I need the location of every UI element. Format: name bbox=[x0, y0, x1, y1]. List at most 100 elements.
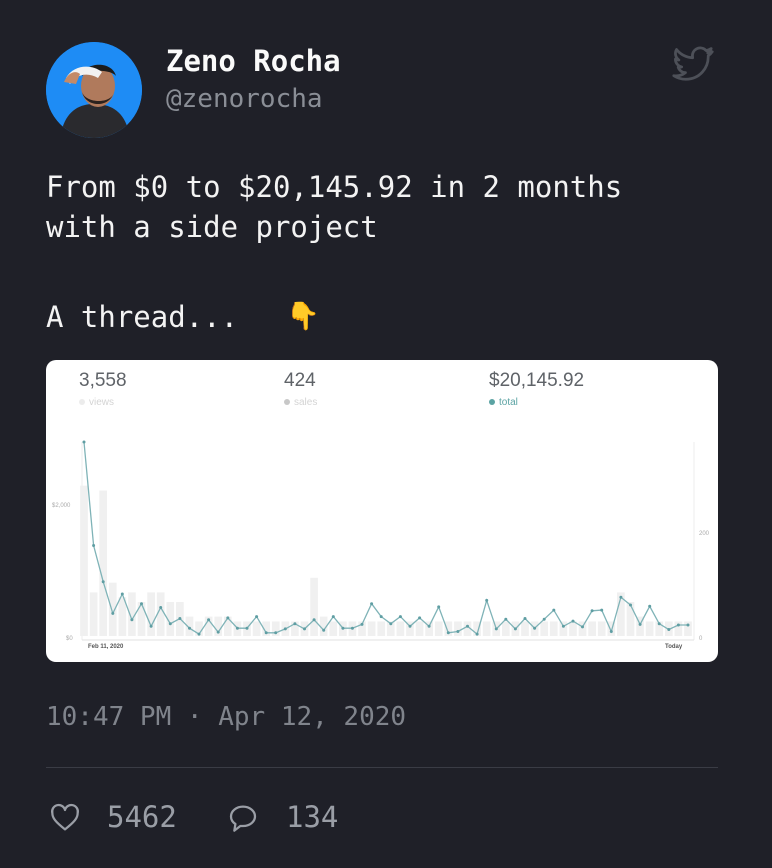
total-point bbox=[235, 626, 239, 630]
total-point bbox=[255, 615, 259, 619]
tweet-text-line-3: A thread... bbox=[46, 300, 239, 334]
total-point bbox=[389, 622, 393, 626]
twitter-bird-icon[interactable] bbox=[668, 42, 718, 86]
y-right-tick: 200 bbox=[699, 531, 710, 537]
total-point bbox=[360, 622, 364, 626]
tweet-timestamp[interactable]: 10:47 PM · Apr 12, 2020 bbox=[46, 702, 407, 732]
sales-bar bbox=[444, 621, 453, 636]
total-point bbox=[331, 615, 335, 619]
total-point bbox=[418, 616, 422, 620]
total-point bbox=[533, 626, 537, 630]
sales-bar bbox=[329, 621, 338, 636]
total-point bbox=[303, 627, 306, 631]
total-point bbox=[322, 628, 326, 632]
sales-bar bbox=[473, 621, 481, 636]
total-point bbox=[274, 631, 278, 635]
total-point bbox=[657, 622, 661, 626]
total-point bbox=[159, 606, 163, 609]
sales-bar bbox=[252, 621, 261, 636]
total-point bbox=[168, 622, 172, 626]
total-point bbox=[676, 623, 680, 627]
total-point bbox=[552, 608, 556, 612]
total-point bbox=[101, 580, 105, 584]
y-right-tick: 0 bbox=[699, 636, 703, 642]
sales-bar bbox=[118, 597, 127, 636]
sales-bar bbox=[223, 616, 232, 636]
sales-bar bbox=[310, 577, 318, 636]
y-left-tick: $0 bbox=[66, 636, 73, 642]
total-point bbox=[446, 631, 450, 635]
sales-bar bbox=[617, 592, 625, 636]
total-point bbox=[82, 440, 86, 444]
media-image[interactable]: 3,558 views 424 sales $20,145.92 total $… bbox=[46, 360, 718, 662]
sales-bar bbox=[454, 621, 462, 636]
total-point bbox=[667, 628, 671, 631]
total-point bbox=[629, 603, 632, 607]
x-end-label: Today bbox=[665, 644, 683, 650]
sales-bar bbox=[597, 621, 606, 636]
sales-bar bbox=[99, 490, 108, 636]
total-point bbox=[197, 632, 201, 636]
sales-bar bbox=[415, 621, 424, 636]
sales-bar bbox=[137, 602, 146, 636]
total-point bbox=[542, 617, 546, 621]
stat-views-label: views bbox=[79, 397, 114, 408]
sales-bar bbox=[156, 592, 165, 636]
author-name[interactable]: Zeno Rocha bbox=[166, 44, 341, 78]
total-point bbox=[149, 624, 153, 628]
total-point bbox=[312, 618, 316, 622]
sales-bar bbox=[482, 621, 491, 636]
avatar[interactable] bbox=[46, 42, 142, 138]
total-point bbox=[686, 623, 690, 627]
sales-bar bbox=[626, 602, 635, 636]
sales-bar bbox=[377, 621, 386, 636]
reply-count: 134 bbox=[286, 800, 339, 834]
sales-bar bbox=[588, 621, 596, 636]
total-point bbox=[130, 618, 134, 622]
divider bbox=[46, 767, 718, 768]
total-point bbox=[648, 604, 652, 608]
total-point bbox=[283, 627, 287, 631]
author-handle[interactable]: @zenorocha bbox=[166, 84, 323, 114]
total-point bbox=[619, 595, 623, 599]
total-point bbox=[581, 625, 584, 629]
sales-bar bbox=[204, 616, 213, 636]
total-point bbox=[370, 602, 374, 606]
tweet-text-line-1: From $0 to $20,145.92 in 2 months bbox=[46, 170, 623, 204]
reply-icon[interactable] bbox=[226, 802, 260, 834]
sales-bar bbox=[128, 592, 136, 636]
total-point bbox=[408, 624, 412, 628]
sales-bar bbox=[636, 616, 644, 636]
total-point bbox=[341, 626, 345, 630]
total-point bbox=[504, 617, 508, 621]
total-point bbox=[111, 611, 115, 615]
sales-bar bbox=[655, 621, 664, 636]
total-point bbox=[523, 617, 527, 620]
total-point bbox=[485, 598, 489, 602]
sales-bar bbox=[540, 621, 549, 636]
total-point bbox=[590, 609, 594, 613]
total-point bbox=[293, 622, 297, 626]
sales-chart bbox=[80, 440, 695, 641]
total-point bbox=[178, 617, 182, 620]
sales-bar bbox=[319, 616, 328, 636]
total-point bbox=[207, 618, 211, 622]
sales-bar bbox=[386, 621, 395, 636]
sales-bar bbox=[89, 592, 98, 636]
sales-bar bbox=[271, 621, 280, 636]
total-point bbox=[456, 630, 460, 633]
sales-bar bbox=[645, 621, 654, 636]
total-point bbox=[188, 626, 191, 630]
total-point bbox=[561, 624, 565, 628]
total-point bbox=[245, 626, 249, 630]
stat-total-value: $20,145.92 bbox=[489, 370, 585, 391]
total-point bbox=[600, 608, 604, 612]
like-count: 5462 bbox=[107, 800, 177, 834]
heart-icon[interactable] bbox=[48, 802, 82, 834]
sales-bar bbox=[367, 621, 376, 636]
total-point bbox=[398, 615, 402, 619]
sales-bar bbox=[521, 621, 529, 636]
sales-bar bbox=[147, 592, 155, 636]
stat-total-label: total bbox=[489, 397, 518, 408]
tweet-text-line-2: with a side project bbox=[46, 210, 378, 244]
